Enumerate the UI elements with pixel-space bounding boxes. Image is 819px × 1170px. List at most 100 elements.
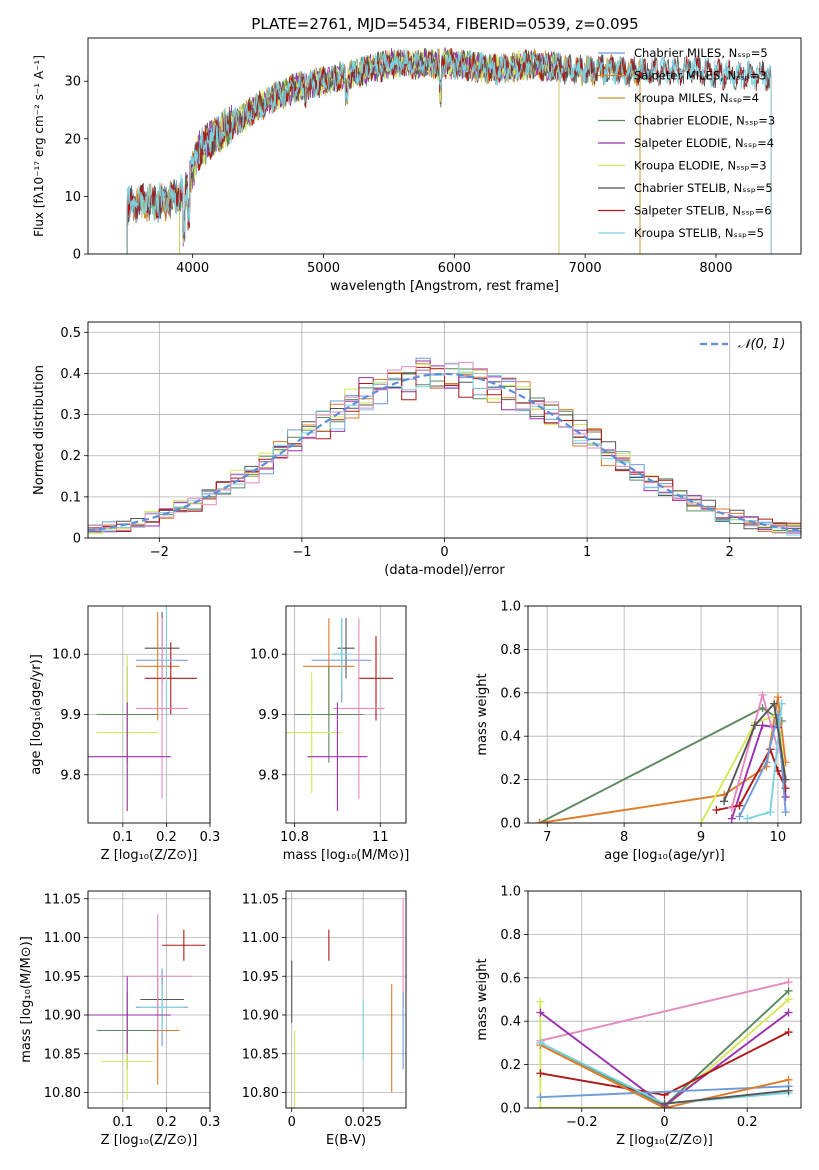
plot-area: [88, 357, 801, 538]
panel-2: −2 −1 0 1 2 0 0.1 0.2 0.3 0.4 0.5 (data-model)/erro…: [32, 321, 802, 578]
y-tick-label: 20: [64, 132, 81, 147]
x-tick-label: 4000: [176, 261, 209, 276]
y-axis-label: Normed distribution: [32, 365, 47, 495]
y-tick-label: 10: [64, 190, 81, 205]
y-tick-label: 0.4: [500, 1015, 521, 1030]
y-axis-label: mass weight: [475, 673, 490, 755]
weight-point-marker: [536, 1038, 545, 1047]
x-tick-label: 0.2: [156, 830, 177, 845]
x-tick-label: 0: [288, 1115, 296, 1130]
legend-label: Kroupa STELIB, Nₛₛₚ=5: [634, 226, 764, 240]
x-tick-label: 6000: [438, 261, 471, 276]
weight-point-marker: [781, 775, 790, 784]
legend-label: Chabrier STELIB, Nₛₛₚ=5: [634, 181, 773, 195]
x-tick-label: 0.3: [200, 1115, 221, 1130]
legend-label: Chabrier ELODIE, Nₛₛₚ=3: [634, 114, 775, 128]
plot-area: [88, 606, 197, 811]
legend-label: Kroupa MILES, Nₛₛₚ=4: [634, 91, 759, 105]
weight-point-marker: [536, 997, 545, 1006]
x-tick-label: 0.1: [113, 830, 134, 845]
weight-point-marker: [758, 690, 767, 699]
legend-label: Salpeter ELODIE, Nₛₛₚ=4: [634, 136, 774, 150]
x-tick-label: −0.2: [566, 1115, 598, 1130]
weight-point-marker: [784, 1028, 793, 1037]
y-tick-label: 10.0: [250, 648, 279, 663]
y-tick-label: 10.95: [242, 970, 279, 985]
y-tick-label: 0.6: [500, 971, 521, 986]
x-axis-label: Z [log₁₀(Z/Z⊙)]: [101, 848, 198, 863]
weight-point-marker: [784, 1086, 793, 1095]
weight-point-marker: [773, 693, 782, 702]
weight-point-marker: [762, 758, 771, 767]
weight-point-marker: [777, 699, 786, 708]
axes-frame: [527, 890, 802, 1109]
weight-point-marker: [535, 819, 544, 823]
plot-area: [291, 898, 404, 1108]
weight-point-marker: [784, 1075, 793, 1084]
y-tick-label: 10.90: [44, 1009, 81, 1024]
y-tick-label: 0.3: [60, 408, 81, 423]
weight-point-marker: [784, 986, 793, 995]
y-tick-label: 1.0: [500, 885, 521, 900]
y-tick-label: 0.4: [60, 367, 81, 382]
gaussian-curve: [88, 372, 801, 532]
y-tick-label: 10.0: [52, 648, 81, 663]
plot-area: [536, 978, 793, 1108]
x-axis-label: age [log₁₀(age/yr)]: [604, 848, 725, 863]
y-tick-label: 0.4: [500, 730, 521, 745]
x-tick-label: 8000: [699, 261, 732, 276]
y-tick-label: 0.6: [500, 686, 521, 701]
y-tick-label: 11.05: [242, 892, 279, 907]
weight-point-marker: [770, 699, 779, 708]
weight-point-marker: [735, 801, 744, 810]
x-tick-label: 2: [726, 545, 734, 560]
y-tick-label: 11.00: [242, 931, 279, 946]
spectrum-series-line: [126, 48, 772, 254]
weight-point-marker: [536, 1104, 545, 1108]
weight-point-marker: [660, 1099, 669, 1108]
x-tick-label: 0.2: [156, 1115, 177, 1130]
weight-point-marker: [750, 721, 759, 730]
weight-series-line: [540, 981, 789, 1042]
weight-series-line: [738, 714, 787, 817]
weight-point-marker: [727, 803, 736, 812]
weight-point-marker: [536, 1069, 545, 1078]
x-tick-label: −1: [292, 545, 311, 560]
x-tick-label: 0.025: [345, 1115, 382, 1130]
x-tick-label: 8: [620, 830, 628, 845]
weight-point-marker: [758, 721, 767, 730]
legend-label: Salpeter STELIB, Nₛₛₚ=6: [634, 204, 772, 218]
x-axis-label: Z [log₁₀(Z/Z⊙)]: [616, 1133, 713, 1148]
legend-label: Salpeter MILES, Nₛₛₚ=3: [634, 69, 767, 83]
weight-series-line: [723, 701, 787, 802]
panel-3: 0.1 0.2 0.3 9.8 9.9 10.0 Z [log₁₀(Z/Z⊙)] age [l…: [29, 605, 220, 863]
y-tick-label: 9.9: [60, 708, 81, 723]
x-axis-label: Z [log₁₀(Z/Z⊙)]: [101, 1133, 198, 1148]
y-tick-label: 0.5: [60, 326, 81, 341]
legend-label: Chabrier MILES, Nₛₛₚ=5: [634, 46, 768, 60]
figure-title: PLATE=2761, MJD=54534, FIBERID=0539, z=0…: [251, 15, 638, 33]
y-tick-label: 10.80: [242, 1086, 279, 1101]
y-axis-label: Flux [fλ10⁻¹⁷ erg cm⁻² s⁻¹ A⁻¹]: [32, 55, 46, 237]
weight-point-marker: [697, 819, 706, 823]
weight-point-marker: [743, 814, 752, 823]
weight-point-marker: [536, 1008, 545, 1017]
plot-area: [535, 690, 790, 823]
panel-1: 4000 5000 6000 7000 8000 0 10 20 30 wavelength [A…: [32, 37, 802, 294]
y-tick-label: 10.90: [242, 1009, 279, 1024]
y-tick-label: 0.2: [500, 1058, 521, 1073]
axes-frame: [87, 890, 211, 1109]
y-tick-label: 9.8: [258, 768, 279, 783]
x-tick-label: 11: [372, 830, 389, 845]
panel-8: −0.2 0 0.2 0.0 0.2 0.4 0.6 0.8 1.0 Z [log₁₀(Z/Z⊙)…: [475, 885, 802, 1148]
axes-frame: [87, 321, 802, 539]
panel-4: 10.8 11 9.8 9.9 10.0 mass [log₁₀(M/M⊙)]: [250, 605, 409, 863]
x-axis-label: (data-model)/error: [384, 563, 505, 578]
weight-point-marker: [735, 812, 744, 821]
x-tick-label: 0: [440, 545, 448, 560]
x-tick-label: 5000: [307, 261, 340, 276]
y-tick-label: 0.8: [500, 643, 521, 658]
weight-point-marker: [720, 797, 729, 806]
